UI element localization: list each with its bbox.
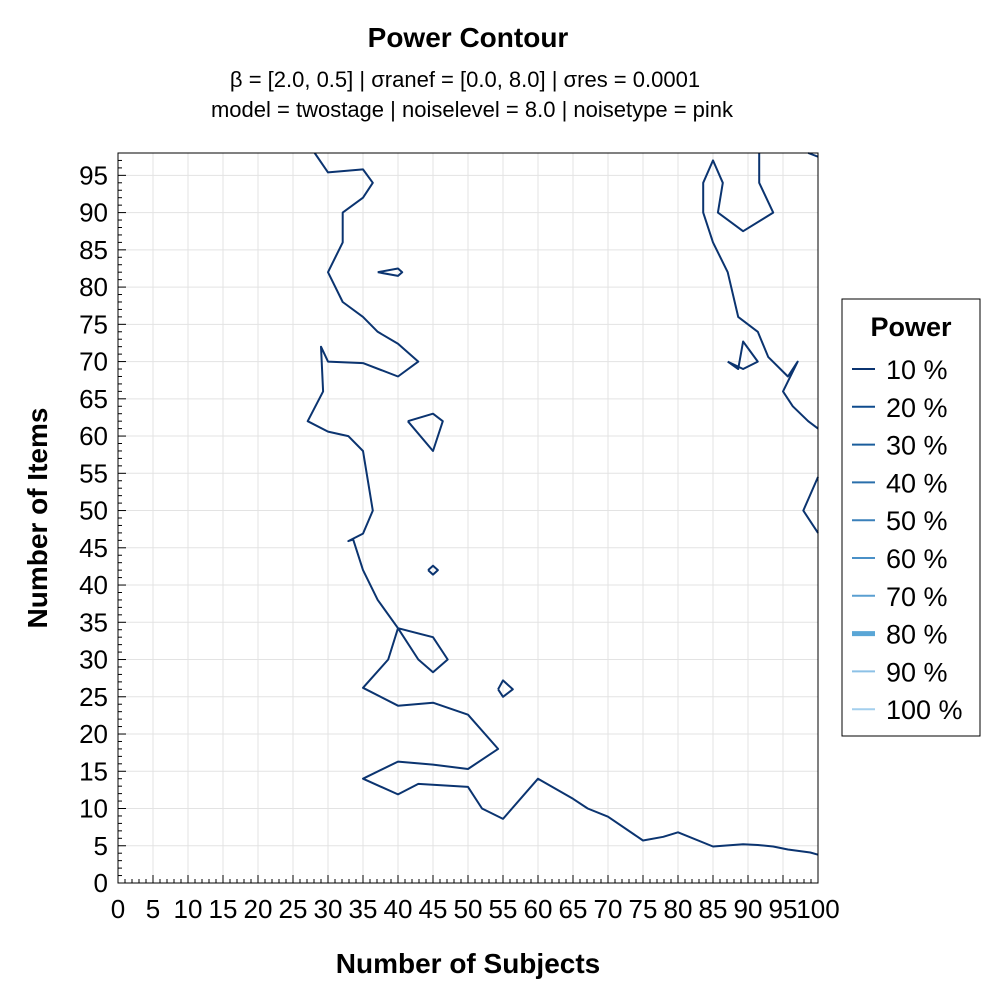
x-tick-label: 100 [796,894,839,924]
x-tick-label: 25 [279,894,308,924]
axis-ticks: 0 5 10 15 20 25 30 35 40 45 50 55 60 65 70 75 80 85 90 9510… [79,152,840,924]
x-tick-label: 45 [419,894,448,924]
x-tick-label: 15 [209,894,238,924]
contour-lines [306,152,819,856]
x-tick-label: 40 [384,894,413,924]
x-tick-label: 55 [489,894,518,924]
contour-line-10pct [497,679,514,698]
contour-line-10pct [377,267,404,277]
x-tick-label: 65 [559,894,588,924]
x-tick-label: 85 [699,894,728,924]
x-tick-label: 35 [349,894,378,924]
legend-label: 20 % [886,393,948,423]
legend-label: 40 % [886,468,948,498]
y-tick-label: 95 [79,160,108,190]
y-tick-label: 20 [79,719,108,749]
plot-area: 0 5 10 15 20 25 30 35 40 45 50 55 60 65 70 75 80 85 90 9510… [79,152,840,924]
x-tick-label: 80 [664,894,693,924]
legend-title: Power [870,312,952,342]
y-tick-label: 55 [79,458,108,488]
legend-label: 10 % [886,355,948,385]
y-tick-label: 85 [79,235,108,265]
legend-label: 60 % [886,544,948,574]
y-tick-label: 50 [79,496,108,526]
legend-entries: 10 % 20 % 30 % 40 % 50 % 60 % 70 % 80 % 90 % 100 … [852,355,963,725]
y-tick-label: 80 [79,272,108,302]
y-tick-label: 10 [79,794,108,824]
chart-subtitle-line-1: β = [2.0, 0.5] | σranef = [0.0, 8.0] | σ… [230,67,700,92]
x-axis-title: Number of Subjects [336,948,600,979]
y-tick-label: 15 [79,756,108,786]
y-tick-label: 90 [79,198,108,228]
x-tick-label: 0 [111,894,125,924]
y-tick-label: 0 [94,868,108,898]
legend-box [841,298,981,737]
legend-label: 70 % [886,582,948,612]
x-tick-label: 95 [769,894,798,924]
x-tick-label: 10 [174,894,203,924]
contour-line-10pct [407,412,444,452]
x-tick-label: 20 [244,894,273,924]
x-tick-label: 75 [629,894,658,924]
y-tick-label: 65 [79,384,108,414]
legend: Power 10 % 20 % 30 % 40 % 50 % 60 % 70 % 80 % 90… [841,298,981,737]
y-tick-label: 30 [79,645,108,675]
contour-line-10pct [807,152,819,158]
y-tick-label: 25 [79,682,108,712]
x-tick-label: 5 [146,894,160,924]
x-tick-label: 30 [314,894,343,924]
grid-lines [118,153,818,883]
legend-label: 90 % [886,657,948,687]
y-tick-label: 35 [79,607,108,637]
y-tick-label: 60 [79,421,108,451]
contour-line-10pct [802,476,819,534]
y-tick-label: 40 [79,570,108,600]
legend-label: 80 % [886,620,948,650]
y-tick-label: 70 [79,347,108,377]
chart-subtitle-line-2: model = twostage | noiselevel = 8.0 | no… [211,97,734,122]
chart-title: Power Contour [368,22,569,53]
x-tick-label: 60 [524,894,553,924]
legend-label: 100 % [886,695,963,725]
x-tick-label: 90 [734,894,763,924]
y-tick-label: 75 [79,309,108,339]
y-axis-title: Number of Items [22,408,53,629]
y-tick-label: 5 [94,831,108,861]
legend-label: 30 % [886,431,948,461]
x-tick-label: 50 [454,894,483,924]
y-tick-label: 45 [79,533,108,563]
contour-line-10pct [427,564,439,576]
contour-line-10pct [306,152,819,856]
x-tick-label: 70 [594,894,623,924]
contour-line-10pct [727,340,759,370]
legend-label: 50 % [886,506,948,536]
contour-line-10pct [702,153,819,430]
